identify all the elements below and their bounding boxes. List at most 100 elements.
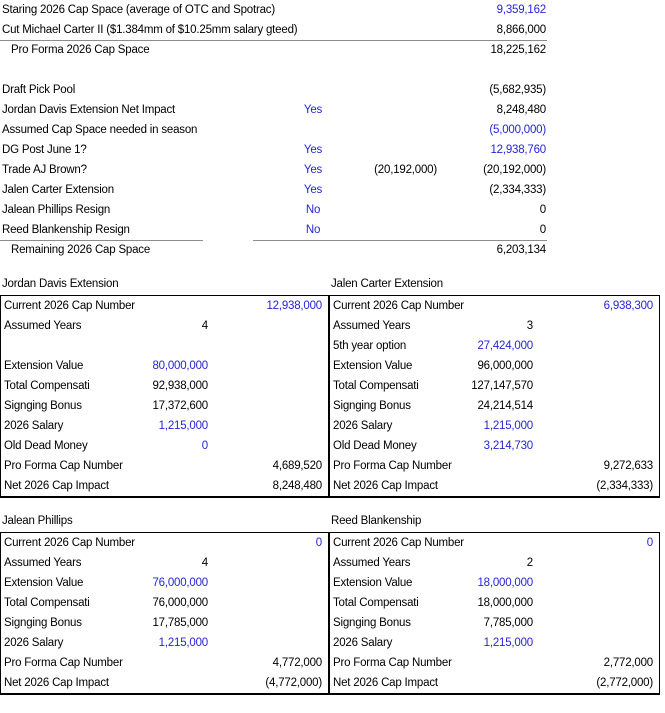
table-row: Extension Value 76,000,000 (1, 573, 328, 593)
cap-space-summary: Staring 2026 Cap Space (average of OTC a… (0, 0, 665, 260)
amount-cell: 0 (539, 204, 546, 216)
row-label: Old Dead Money (4, 440, 88, 452)
table-row: 2026 Salary 1,215,000 (330, 633, 659, 653)
row-label: Net 2026 Cap Impact (4, 677, 109, 689)
row-label: Pro Forma Cap Number (4, 657, 123, 669)
yes-no-toggle-cell[interactable]: Yes (303, 184, 323, 196)
row-label: Total Compensati (333, 380, 419, 392)
amount-cell: 0 (539, 224, 546, 236)
amount-cell: 9,272,633 (603, 460, 654, 472)
amount-cell[interactable]: 76,000,000 (152, 577, 208, 589)
summary-row: Reed Blankenship Resign No 0 (0, 220, 665, 240)
row-label: Current 2026 Cap Number (4, 300, 135, 312)
row-label: Cut Michael Carter II ($1.384mm of $10.2… (2, 24, 298, 36)
amount-cell[interactable]: 12,938,000 (266, 300, 322, 312)
amount-cell[interactable]: 12,938,760 (490, 144, 546, 156)
amount-cell: (2,334,333) (596, 480, 653, 492)
amount-cell[interactable]: 27,424,000 (477, 340, 533, 352)
amount-cell[interactable]: 6,938,300 (603, 300, 654, 312)
summary-row: Trade AJ Brown? Yes (20,192,000) (20,192… (0, 160, 665, 180)
row-label: Assumed Years (4, 557, 82, 569)
row-label: Jalean Phillips Resign (2, 204, 111, 216)
table-row: Assumed Years 4 (1, 553, 328, 573)
table-row: Total Compensati 18,000,000 (330, 593, 659, 613)
summary-row: Jordan Davis Extension Net Impact Yes 8,… (0, 100, 665, 120)
summary-row: DG Post June 1? Yes 12,938,760 (0, 140, 665, 160)
amount-cell[interactable]: (5,000,000) (489, 124, 546, 136)
table-row: Total Compensati 127,147,570 (330, 376, 659, 396)
table-row: Old Dead Money 0 (1, 436, 328, 456)
summary-row: Draft Pick Pool (5,682,935) (0, 80, 665, 100)
amount-cell: (2,772,000) (596, 677, 653, 689)
amount-cell: 8,866,000 (496, 24, 547, 36)
table-row: 5th year option 27,424,000 (330, 336, 659, 356)
row-label: Signging Bonus (4, 400, 82, 412)
blank-row (0, 60, 665, 80)
table-row: Pro Forma Cap Number 4,689,520 (1, 456, 328, 476)
table-row: Assumed Years 3 (330, 316, 659, 336)
summary-row-total: Remaining 2026 Cap Space 6,203,134 (0, 240, 665, 260)
row-label: 2026 Salary (333, 637, 393, 649)
amount-cell[interactable]: 3,214,730 (483, 440, 534, 452)
summary-row: Staring 2026 Cap Space (average of OTC a… (0, 0, 665, 20)
row-label: Net 2026 Cap Impact (4, 480, 109, 492)
amount-cell: 4,689,520 (272, 460, 323, 472)
amount-cell: 2 (526, 557, 533, 569)
table-box: Current 2026 Cap Number 12,938,000 Assum… (0, 295, 329, 498)
amount-cell: 127,147,570 (471, 380, 533, 392)
table-row: Current 2026 Cap Number 6,938,300 (330, 296, 659, 316)
table-row: Old Dead Money 3,214,730 (330, 436, 659, 456)
yes-no-toggle-cell[interactable]: Yes (303, 164, 323, 176)
yes-no-toggle-cell[interactable]: No (305, 204, 321, 216)
row-label: Signging Bonus (333, 617, 411, 629)
amount-cell[interactable]: 1,215,000 (158, 637, 209, 649)
yes-no-toggle-cell[interactable]: Yes (303, 144, 323, 156)
amount-cell: 6,203,134 (496, 244, 547, 256)
row-label: Draft Pick Pool (2, 84, 76, 96)
amount-cell: 17,372,600 (152, 400, 208, 412)
row-label: Extension Value (4, 577, 84, 589)
amount-cell: 24,214,514 (477, 400, 533, 412)
row-label: Total Compensati (4, 597, 90, 609)
amount-cell: 2,772,000 (603, 657, 654, 669)
row-label: Old Dead Money (333, 440, 417, 452)
amount-cell[interactable]: 1,215,000 (483, 420, 534, 432)
table-row: 2026 Salary 1,215,000 (1, 416, 328, 436)
blank-row (1, 336, 328, 356)
amount-cell[interactable]: 0 (646, 537, 653, 549)
amount-cell: 4 (201, 557, 208, 569)
amount-cell: 3 (526, 320, 533, 332)
summary-row: Jalen Carter Extension Yes (2,334,333) (0, 180, 665, 200)
table-row: 2026 Salary 1,215,000 (1, 633, 328, 653)
table-row: Signging Bonus 7,785,000 (330, 613, 659, 633)
table-title: Jalen Carter Extension (331, 278, 443, 290)
amount-cell[interactable]: 9,359,162 (496, 4, 547, 16)
row-label: Assumed Cap Space needed in season (2, 124, 198, 136)
amount-cell: (4,772,000) (265, 677, 322, 689)
amount-cell[interactable]: 0 (315, 537, 322, 549)
amount-cell[interactable]: 18,000,000 (477, 577, 533, 589)
amount-cell[interactable]: 1,215,000 (158, 420, 209, 432)
table-row: Total Compensati 92,938,000 (1, 376, 328, 396)
summary-row: Cut Michael Carter II ($1.384mm of $10.2… (0, 20, 665, 40)
row-label: Assumed Years (333, 557, 411, 569)
amount-cell[interactable]: 80,000,000 (152, 360, 208, 372)
row-label: Current 2026 Cap Number (333, 300, 464, 312)
row-label: Pro Forma Cap Number (333, 657, 452, 669)
row-label: Current 2026 Cap Number (333, 537, 464, 549)
amount-cell: 92,938,000 (152, 380, 208, 392)
table-row: Signging Bonus 17,372,600 (1, 396, 328, 416)
amount-cell[interactable]: 0 (201, 440, 208, 452)
yes-no-toggle-cell[interactable]: Yes (303, 104, 323, 116)
yes-no-toggle-cell[interactable]: No (305, 224, 321, 236)
table-row: Assumed Years 4 (1, 316, 328, 336)
table-row: Current 2026 Cap Number 12,938,000 (1, 296, 328, 316)
amount-cell: 17,785,000 (152, 617, 208, 629)
amount-cell: 4 (201, 320, 208, 332)
table-jordan-davis-extension: Jordan Davis Extension Current 2026 Cap … (0, 273, 329, 498)
table-row: Net 2026 Cap Impact (2,772,000) (330, 673, 659, 693)
table-title: Jordan Davis Extension (2, 278, 119, 290)
amount-cell[interactable]: 1,215,000 (483, 637, 534, 649)
total-divider-right (253, 240, 547, 241)
